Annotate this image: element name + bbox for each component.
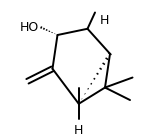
- Text: H: H: [100, 14, 109, 27]
- Text: H: H: [74, 124, 83, 137]
- Text: HO: HO: [19, 21, 39, 34]
